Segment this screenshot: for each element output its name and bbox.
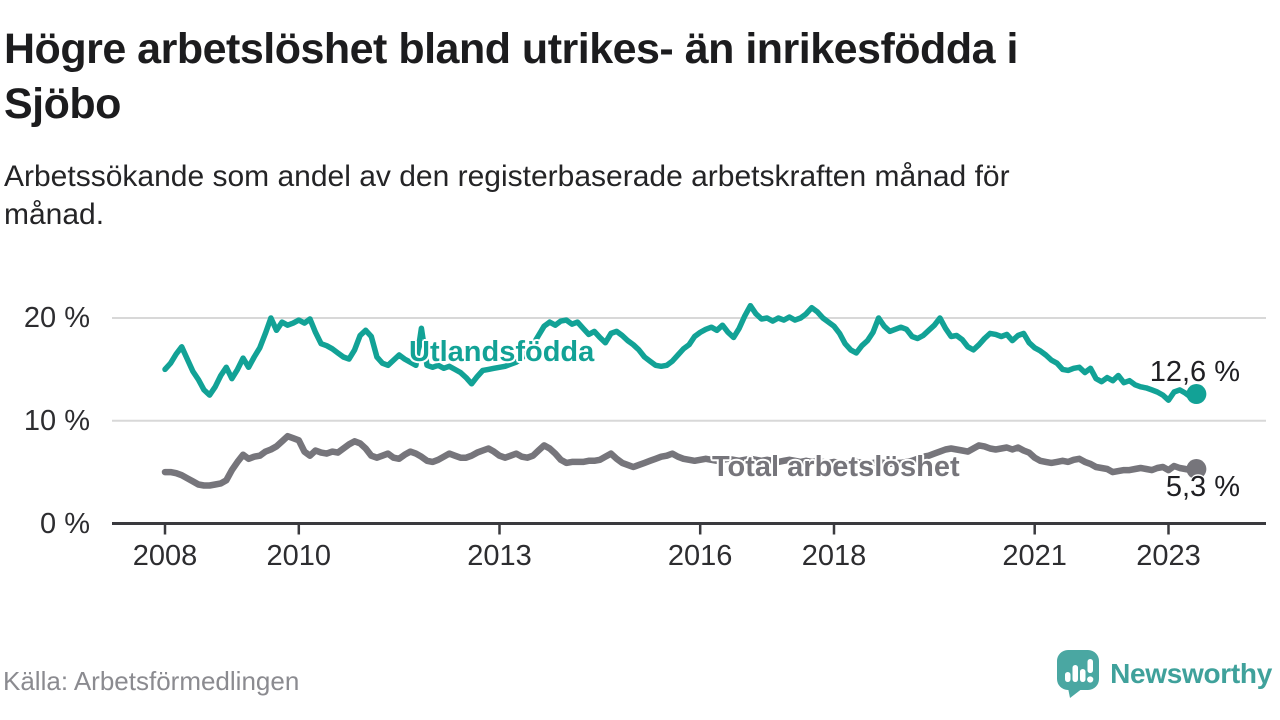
title-line-1: Högre arbetslöshet bland utrikes- än inr… [4,25,1018,73]
x-tick-label: 2016 [667,540,733,572]
series-label-total-arbetsloshet: Total arbetslöshet [712,451,960,483]
y-tick-label: 20 % [23,302,90,334]
series-end-dot-1 [1186,459,1207,480]
series-end-dot-0 [1186,384,1207,405]
series-label-utlandsfodda: Utlandsfödda [409,336,595,368]
x-tick-label: 2013 [467,540,532,572]
x-tick-label: 2010 [266,540,332,572]
page-subtitle: Arbetssökande som andel av den registerb… [4,158,1254,234]
x-tick-label: 2008 [132,540,198,572]
page-title: Högre arbetslöshet bland utrikes- än inr… [4,22,1254,132]
end-value-label-utlandsfodda: 12,6 % [1149,356,1240,388]
x-tick-label: 2023 [1136,540,1201,572]
end-value-label-total: 5,3 % [1165,471,1240,503]
x-tick-label: 2021 [1002,540,1067,572]
subtitle-line-2: månad. [4,198,105,231]
newsworthy-wordmark: Newsworthy [1110,658,1272,689]
title-line-2: Sjöbo [4,80,121,128]
newsworthy-brand-link[interactable]: Newsworthy [1056,650,1272,698]
series-line-1 [161,432,1200,489]
newsworthy-logo-icon [1057,650,1100,698]
source-note: Källa: Arbetsförmedlingen [3,666,300,696]
y-tick-label: 0 % [40,507,90,540]
subtitle-line-1: Arbetssökande som andel av den registerb… [4,160,1010,193]
x-tick-label: 2018 [801,540,867,572]
y-tick-label: 10 % [23,404,90,437]
series-line-0 [162,302,1200,403]
